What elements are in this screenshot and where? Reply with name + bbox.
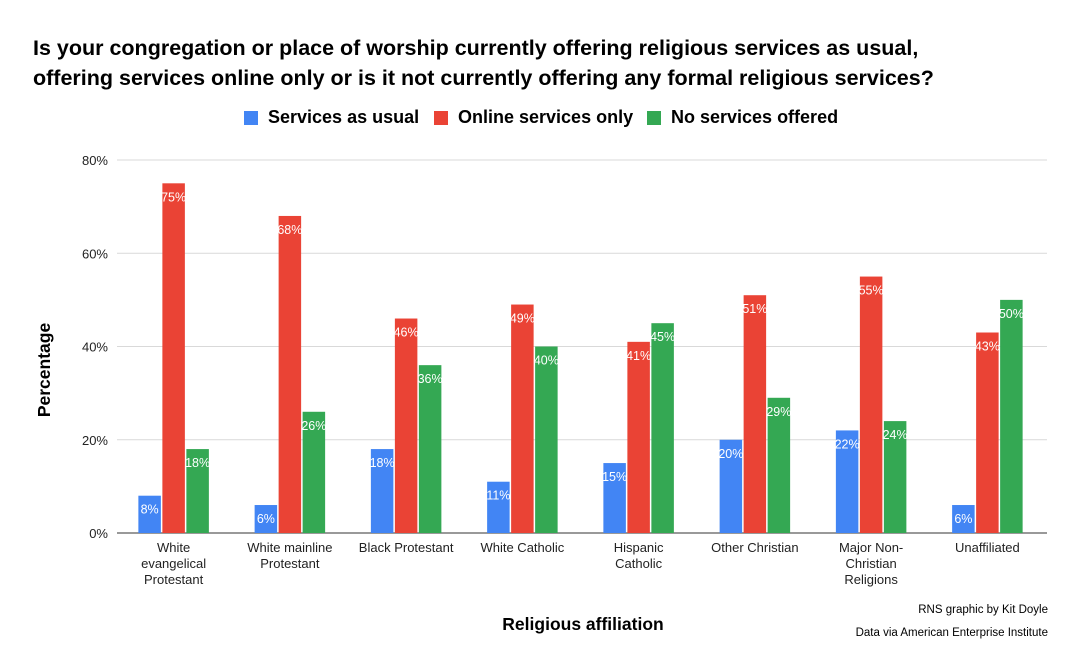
data-label-services-as-usual-2: 6%	[257, 512, 275, 526]
data-label-online-services-only-6: 51%	[742, 302, 767, 316]
bar-no-services-offered-4	[535, 346, 558, 533]
data-label-no-services-offered-3: 36%	[418, 372, 443, 386]
x-tick-label-4-line-1: White Catholic	[480, 540, 564, 555]
data-label-online-services-only-4: 49%	[510, 312, 535, 326]
chart-title-line-1: Is your congregation or place of worship…	[33, 36, 919, 60]
bar-online-services-only-3	[394, 318, 418, 533]
bar-no-services-offered-3	[418, 365, 442, 533]
bar-no-services-offered-8	[1000, 299, 1023, 533]
data-label-online-services-only-7: 55%	[859, 284, 884, 298]
legend-swatch-no-services-offered	[647, 110, 661, 125]
x-tick-label-6-line-1: Other Christian	[711, 540, 798, 555]
bar-online-services-only-1	[162, 183, 185, 533]
bar-online-services-only-2	[278, 215, 302, 533]
bar-services-as-usual-4	[487, 481, 510, 533]
x-tick-label-5-line-2: Catholic	[615, 556, 662, 571]
bar-online-services-only-6	[743, 295, 767, 533]
graphic-credit: RNS graphic by Kit Doyle	[918, 604, 1048, 616]
bar-services-as-usual-7	[835, 430, 859, 533]
x-tick-label-7-line-2: Christian	[845, 556, 896, 571]
legend-item-online-services-only: Online services only	[434, 107, 633, 128]
bar-services-as-usual-5	[603, 463, 626, 533]
legend-label-no-services-offered: No services offered	[671, 107, 839, 127]
data-label-services-as-usual-4: 11%	[486, 489, 510, 503]
bar-services-as-usual-3	[370, 449, 394, 533]
data-label-online-services-only-2: 68%	[277, 223, 302, 237]
bar-services-as-usual-8	[952, 505, 975, 533]
chart-title-line-2: offering services online only or is it n…	[33, 66, 934, 90]
y-tick-label-80: 80%	[82, 153, 108, 168]
bar-no-services-offered-5	[651, 323, 674, 533]
chart-legend: Services as usual Online services only N…	[0, 107, 1080, 133]
data-label-no-services-offered-4: 40%	[534, 354, 559, 368]
x-tick-label-7-line-1: Major Non-	[839, 540, 903, 555]
bar-no-services-offered-6	[767, 397, 791, 533]
legend-item-no-services-offered: No services offered	[647, 107, 838, 128]
x-axis-title: Religious affiliation	[502, 614, 663, 634]
x-tick-label-8-line-1: Unaffiliated	[955, 540, 1020, 555]
data-label-no-services-offered-2: 26%	[301, 419, 326, 433]
data-label-online-services-only-3: 46%	[394, 326, 419, 340]
data-label-no-services-offered-8: 50%	[999, 307, 1024, 321]
legend-label-services-as-usual: Services as usual	[268, 107, 420, 127]
chart-title: Is your congregation or place of worship…	[33, 33, 1053, 93]
data-label-services-as-usual-1: 8%	[141, 503, 159, 517]
bar-online-services-only-8	[976, 332, 999, 533]
data-label-online-services-only-1: 75%	[161, 190, 186, 204]
bar-no-services-offered-1	[186, 449, 209, 533]
bar-online-services-only-5	[627, 341, 650, 533]
legend-label-online-services-only: Online services only	[458, 107, 634, 127]
x-tick-label-2-line-1: White mainline	[247, 540, 332, 555]
x-tick-label-1-line-2: evangelical	[141, 556, 206, 571]
y-tick-label-20: 20%	[82, 433, 108, 448]
bar-no-services-offered-2	[302, 411, 326, 533]
bar-no-services-offered-7	[883, 421, 907, 533]
x-tick-label-2-line-2: Protestant	[260, 556, 320, 571]
bar-services-as-usual-6	[719, 439, 743, 533]
bar-online-services-only-7	[859, 276, 883, 533]
data-label-services-as-usual-5: 15%	[602, 470, 627, 484]
bar-online-services-only-4	[511, 304, 534, 533]
data-label-services-as-usual-6: 20%	[718, 447, 743, 461]
x-tick-label-7-line-3: Religions	[844, 572, 898, 587]
y-tick-label-0: 0%	[89, 526, 108, 541]
data-label-online-services-only-5: 41%	[626, 349, 651, 363]
bar-services-as-usual-2	[254, 505, 278, 533]
data-source-credit: Data via American Enterprise Institute	[855, 627, 1048, 639]
bar-services-as-usual-1	[138, 495, 161, 533]
data-label-no-services-offered-7: 24%	[883, 428, 908, 442]
data-label-no-services-offered-5: 45%	[650, 330, 675, 344]
data-label-services-as-usual-3: 18%	[370, 456, 395, 470]
data-label-services-as-usual-8: 6%	[954, 512, 972, 526]
legend-swatch-online-services-only	[434, 110, 448, 125]
data-label-no-services-offered-1: 18%	[185, 456, 210, 470]
x-tick-label-1-line-1: White	[157, 540, 190, 555]
legend-item-services-as-usual: Services as usual	[244, 107, 419, 128]
y-axis-title: Percentage	[34, 323, 54, 418]
data-label-services-as-usual-7: 22%	[835, 437, 860, 451]
x-tick-label-3-line-1: Black Protestant	[359, 540, 454, 555]
data-label-no-services-offered-6: 29%	[766, 405, 791, 419]
x-tick-label-5-line-1: Hispanic	[614, 540, 664, 555]
x-tick-label-1-line-3: Protestant	[144, 572, 204, 587]
data-label-online-services-only-8: 43%	[975, 340, 1000, 354]
y-tick-label-40: 40%	[82, 340, 108, 355]
legend-swatch-services-as-usual	[244, 110, 258, 125]
y-tick-label-60: 60%	[82, 246, 108, 261]
